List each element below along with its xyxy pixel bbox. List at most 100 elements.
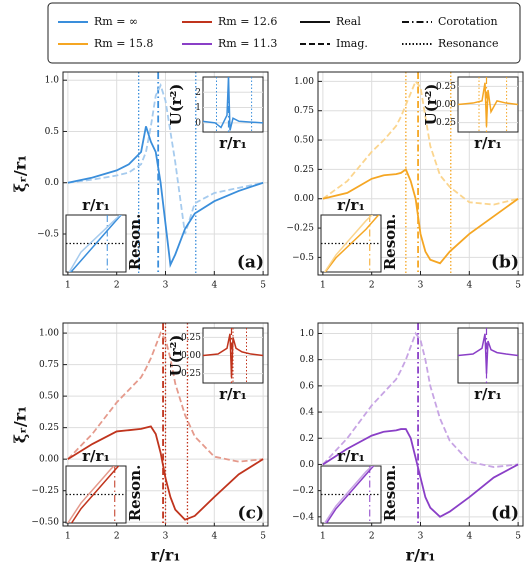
y-axis-label: ξᵣ/r₁ [11, 155, 30, 192]
potential-line [203, 77, 263, 131]
y-tick-label: 1.00 [39, 329, 59, 339]
y-tick-label: −0.4 [292, 512, 314, 522]
x-tick-label: 5 [260, 532, 266, 542]
panel: 1 2 3 4 5 −0.5 −0.25 0.00 0.25 0.50 0.75 1.00 −0.25 0… [286, 71, 524, 291]
plot-area [322, 72, 519, 275]
x-tick-label: 3 [163, 532, 169, 542]
inset-plot [203, 328, 263, 383]
y-tick-label: 0.50 [294, 136, 314, 146]
inset-y-tick-label: 0 [195, 118, 201, 128]
zoom-line [323, 215, 374, 272]
legend-label: Rm = ∞ [94, 15, 138, 28]
plot-frame [62, 71, 269, 276]
y-tick-label: 0.0 [45, 178, 60, 188]
x-tick-label: 1 [65, 281, 71, 291]
x-tick-label: 5 [515, 281, 521, 291]
potential-line [458, 82, 518, 127]
y-tick-label: −0.25 [31, 486, 59, 496]
inset-y-tick-label: −0.25 [173, 369, 201, 379]
y-tick-label: −0.50 [31, 518, 59, 528]
inset-y-tick-label: 0.00 [181, 351, 201, 361]
y-tick-label: 1.0 [300, 329, 315, 339]
x-tick-label: 3 [418, 281, 424, 291]
y-tick-label: 0.25 [294, 165, 314, 175]
potential-line [458, 333, 518, 374]
x-axis-label: r/r₁ [406, 546, 436, 565]
zoom-line [66, 466, 116, 523]
plot-area [67, 72, 264, 275]
y-tick-label: 0.00 [39, 455, 59, 465]
panel: 1 2 3 4 5 −0.5 0.0 0.5 1.0 0 1 2 U(r²) r/r₁ r/r₁ Reson.… [11, 71, 269, 291]
legend-label: Corotation [438, 15, 498, 28]
x-tick-label: 2 [114, 532, 120, 542]
x-tick-label: 1 [65, 532, 71, 542]
y-tick-label: 0.5 [45, 127, 60, 137]
y-tick-label: 0.2 [300, 434, 314, 444]
inset-x-label: r/r₁ [474, 134, 502, 152]
panel-label: (c) [238, 504, 264, 524]
y-tick-label: 0.4 [300, 408, 315, 418]
zoom-line [323, 466, 374, 523]
inset-y-tick-label: 0.25 [181, 333, 201, 343]
inset-y-tick-label: 1 [195, 103, 201, 113]
legend-label: Rm = 11.3 [218, 37, 277, 50]
annotation: Reson. [126, 465, 144, 522]
series-line [322, 331, 519, 468]
inset-x-label: r/r₁ [219, 134, 247, 152]
inset-plot [203, 77, 263, 132]
legend-label: Imag. [336, 37, 368, 50]
annotation: Reson. [126, 214, 144, 271]
y-tick-label: 1.0 [45, 76, 60, 86]
zoom-line [70, 215, 122, 272]
inset-plot [458, 328, 518, 383]
plot-area [67, 323, 264, 526]
y-tick-label: −0.25 [286, 224, 314, 234]
inset-title: r/r₁ [337, 196, 365, 214]
zoom-line [325, 466, 375, 523]
inset-plot [66, 215, 126, 272]
inset-y-tick-label: −0.25 [428, 118, 456, 128]
x-tick-label: 5 [260, 281, 266, 291]
y-tick-label: 0.50 [39, 392, 59, 402]
panel: 1 2 3 4 5 −0.4 −0.2 0.0 0.2 0.4 0.6 0.8 1.0 r/r₁ r/r₁ R… [292, 322, 524, 565]
x-tick-label: 2 [369, 532, 375, 542]
x-tick-label: 5 [515, 532, 521, 542]
inset-plot [321, 466, 381, 523]
inset-y-tick-label: 0.25 [436, 82, 456, 92]
series-line [322, 167, 519, 265]
zoom-line [68, 215, 122, 272]
inset-bg [65, 465, 127, 524]
inset-plot [321, 215, 381, 272]
x-tick-label: 1 [320, 281, 326, 291]
y-tick-label: −0.5 [37, 229, 59, 239]
inset-plot [458, 77, 518, 132]
y-tick-label: −0.5 [292, 253, 314, 263]
inset-plot [66, 466, 126, 523]
legend-label: Rm = 15.8 [94, 37, 153, 50]
legend-label: Rm = 12.6 [218, 15, 277, 28]
inset-y-label: U(r²) [167, 84, 185, 126]
inset-x-label: r/r₁ [474, 385, 502, 403]
series-line [322, 428, 519, 518]
y-tick-label: 0.75 [294, 106, 314, 116]
panel-label: (b) [491, 253, 519, 273]
inset-x-label: r/r₁ [219, 385, 247, 403]
series-line [67, 425, 264, 521]
y-tick-label: 0.0 [300, 460, 315, 470]
legend-label: Resonance [438, 37, 498, 50]
plot-frame [317, 322, 524, 527]
inset-bg [202, 76, 264, 133]
legend-label: Real [336, 15, 361, 28]
plot-area [322, 323, 519, 526]
x-tick-label: 2 [114, 281, 120, 291]
x-axis-label: r/r₁ [151, 546, 181, 565]
x-tick-label: 4 [466, 281, 472, 291]
x-tick-label: 3 [418, 532, 424, 542]
annotation: Reson. [381, 214, 399, 271]
y-axis-label: ξᵣ/r₁ [11, 406, 30, 443]
y-tick-label: 0.75 [39, 360, 59, 370]
legend-box [47, 2, 521, 64]
inset-title: r/r₁ [82, 196, 110, 214]
plot-frame [317, 71, 524, 276]
